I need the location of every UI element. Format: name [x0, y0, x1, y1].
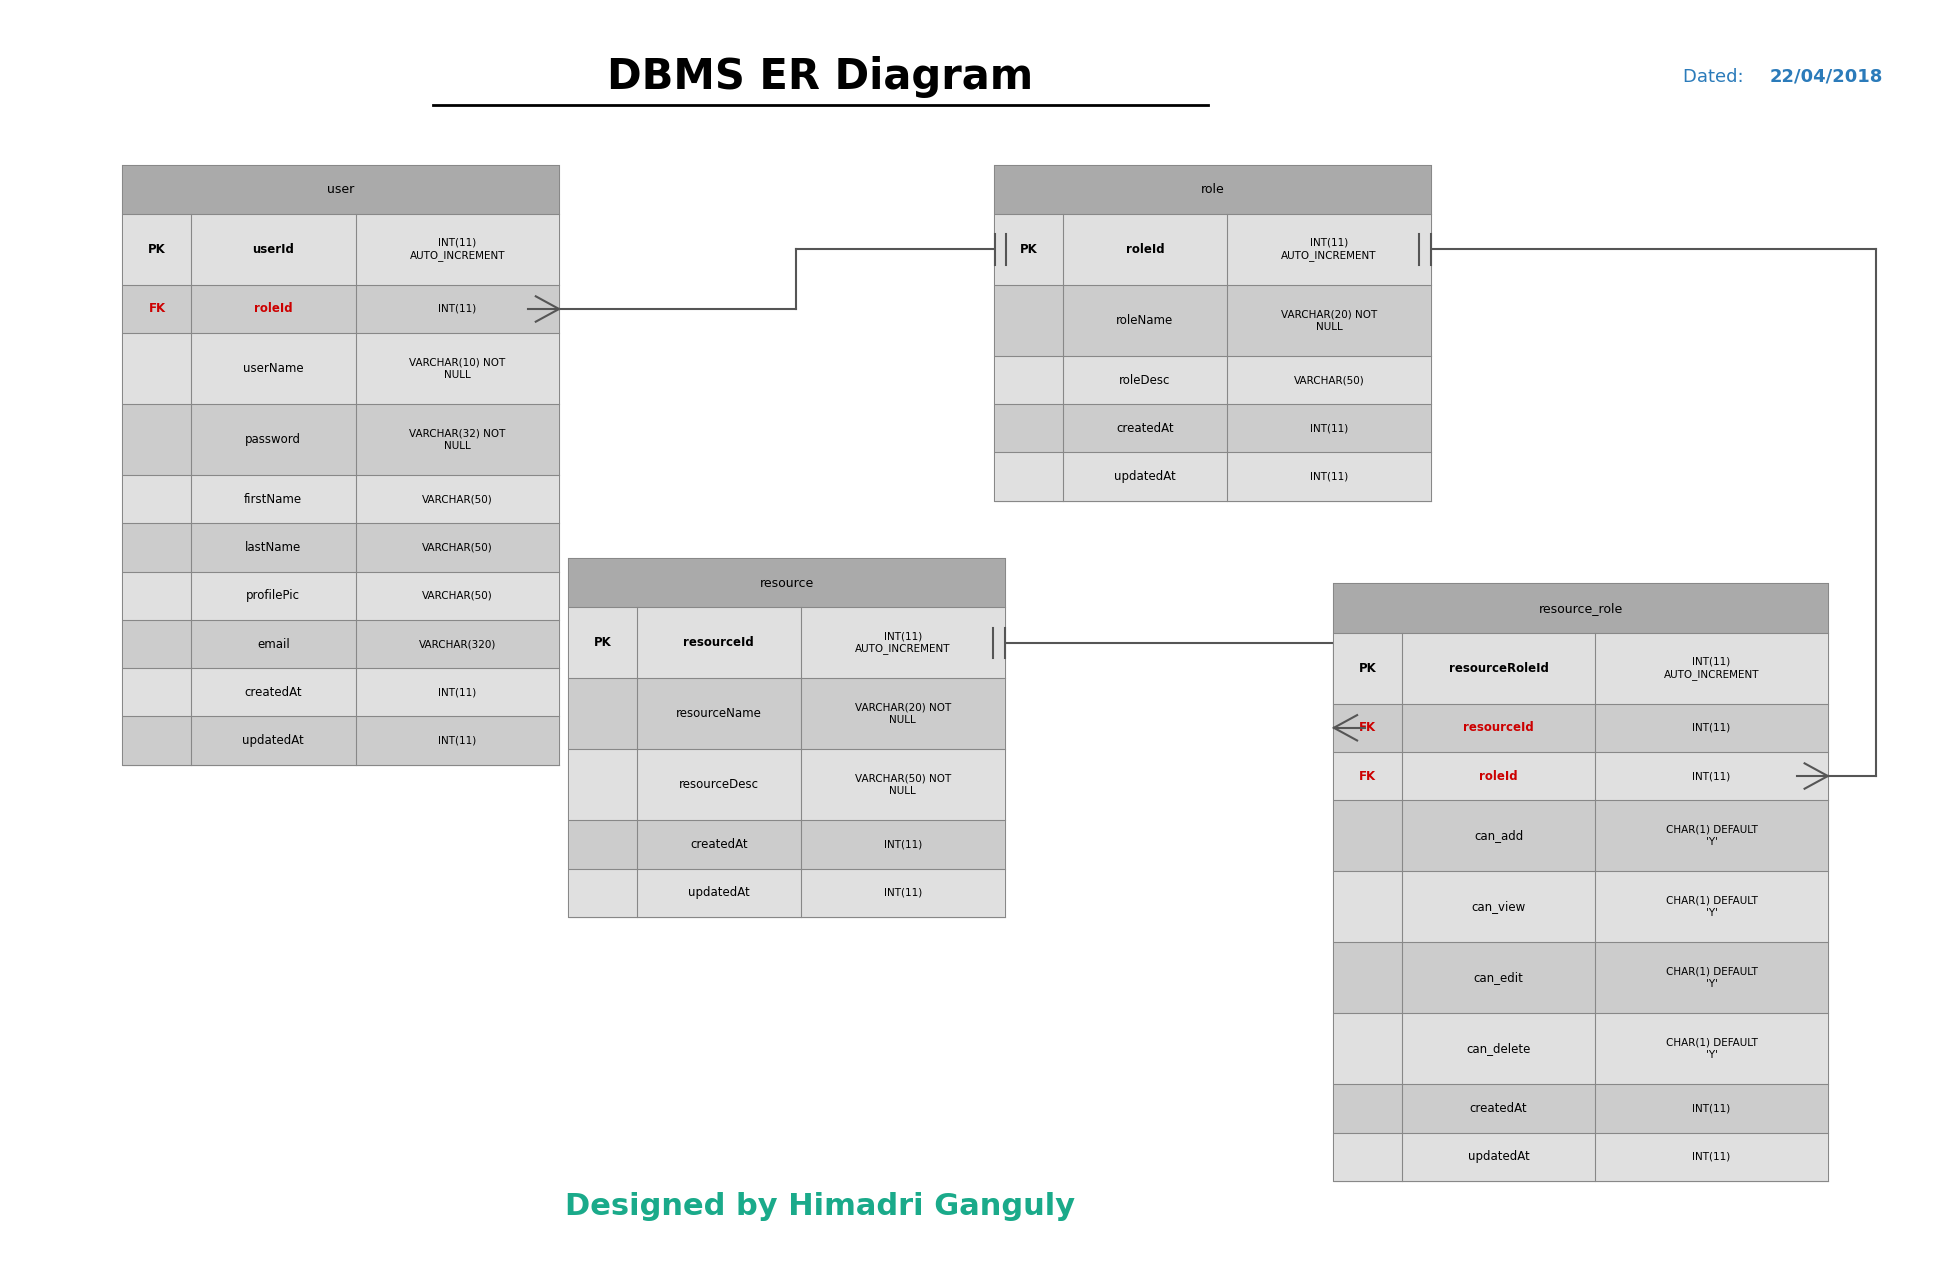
Bar — [1334, 633, 1828, 703]
Text: createdAt: createdAt — [1116, 422, 1175, 435]
Text: INT(11): INT(11) — [1692, 1103, 1731, 1114]
Text: VARCHAR(50): VARCHAR(50) — [421, 543, 494, 553]
Text: VARCHAR(50): VARCHAR(50) — [421, 494, 494, 504]
Text: resource: resource — [759, 576, 814, 590]
Text: FK: FK — [148, 303, 166, 316]
Text: updatedAt: updatedAt — [1467, 1151, 1530, 1164]
Text: INT(11): INT(11) — [884, 888, 923, 898]
Bar — [568, 559, 1005, 607]
Bar — [995, 355, 1430, 404]
Text: userId: userId — [252, 242, 295, 255]
Bar — [568, 559, 1005, 917]
Text: profilePic: profilePic — [246, 589, 300, 602]
Bar — [1334, 752, 1828, 801]
Text: VARCHAR(20) NOT
NULL: VARCHAR(20) NOT NULL — [855, 703, 950, 725]
Text: INT(11): INT(11) — [439, 688, 476, 697]
Text: INT(11): INT(11) — [1692, 1152, 1731, 1162]
Text: VARCHAR(10) NOT
NULL: VARCHAR(10) NOT NULL — [410, 358, 505, 380]
Text: roleId: roleId — [254, 303, 293, 316]
Text: resourceId: resourceId — [683, 636, 755, 649]
Bar — [1334, 1084, 1828, 1133]
Text: CHAR(1) DEFAULT
'Y': CHAR(1) DEFAULT 'Y' — [1666, 1038, 1758, 1060]
Bar — [1334, 1133, 1828, 1180]
Text: INT(11): INT(11) — [1692, 771, 1731, 781]
Text: can_delete: can_delete — [1467, 1042, 1532, 1056]
Bar — [1334, 584, 1828, 633]
Text: userName: userName — [244, 362, 304, 375]
Text: can_edit: can_edit — [1473, 971, 1524, 984]
Text: VARCHAR(50): VARCHAR(50) — [421, 590, 494, 600]
Bar — [568, 679, 1005, 749]
Text: roleName: roleName — [1116, 314, 1175, 327]
Bar — [995, 453, 1430, 500]
Text: DBMS ER Diagram: DBMS ER Diagram — [607, 55, 1034, 98]
Text: CHAR(1) DEFAULT
'Y': CHAR(1) DEFAULT 'Y' — [1666, 825, 1758, 847]
Bar — [1334, 1014, 1828, 1084]
Text: INT(11): INT(11) — [439, 735, 476, 745]
Text: firstName: firstName — [244, 493, 302, 506]
Text: updatedAt: updatedAt — [1114, 470, 1176, 482]
Bar — [568, 820, 1005, 869]
Bar — [123, 716, 560, 765]
Text: resourceDesc: resourceDesc — [679, 779, 759, 792]
Bar — [995, 166, 1430, 500]
Bar — [123, 523, 560, 572]
Text: VARCHAR(50): VARCHAR(50) — [1294, 375, 1364, 385]
Text: VARCHAR(50) NOT
NULL: VARCHAR(50) NOT NULL — [855, 774, 950, 797]
Bar — [123, 334, 560, 404]
Text: roleId: roleId — [1479, 770, 1518, 783]
Bar — [123, 214, 560, 285]
Text: 22/04/2018: 22/04/2018 — [1770, 68, 1883, 86]
Text: INT(11)
AUTO_INCREMENT: INT(11) AUTO_INCREMENT — [410, 237, 505, 260]
Text: CHAR(1) DEFAULT
'Y': CHAR(1) DEFAULT 'Y' — [1666, 966, 1758, 989]
Bar — [995, 285, 1430, 355]
Bar — [123, 668, 560, 716]
Bar — [123, 475, 560, 523]
Text: FK: FK — [1360, 770, 1375, 783]
Bar — [123, 572, 560, 620]
Bar — [568, 607, 1005, 679]
Text: updatedAt: updatedAt — [689, 887, 749, 899]
Text: createdAt: createdAt — [244, 686, 302, 699]
Bar — [568, 749, 1005, 820]
Text: updatedAt: updatedAt — [242, 734, 304, 747]
Text: can_view: can_view — [1471, 901, 1526, 913]
Bar — [1334, 801, 1828, 871]
Text: CHAR(1) DEFAULT
'Y': CHAR(1) DEFAULT 'Y' — [1666, 896, 1758, 917]
Bar — [1334, 703, 1828, 752]
Text: PK: PK — [593, 636, 611, 649]
Text: INT(11): INT(11) — [1692, 722, 1731, 733]
Text: PK: PK — [1020, 242, 1038, 255]
Text: INT(11)
AUTO_INCREMENT: INT(11) AUTO_INCREMENT — [855, 631, 950, 654]
Text: email: email — [258, 638, 289, 650]
Bar — [123, 285, 560, 334]
Bar — [1334, 584, 1828, 1180]
Bar — [123, 166, 560, 765]
Text: VARCHAR(32) NOT
NULL: VARCHAR(32) NOT NULL — [410, 429, 505, 450]
Text: VARCHAR(320): VARCHAR(320) — [419, 639, 496, 649]
Text: user: user — [328, 183, 355, 196]
Bar — [123, 404, 560, 475]
Bar — [995, 214, 1430, 285]
Text: lastName: lastName — [246, 541, 300, 554]
Text: INT(11): INT(11) — [1309, 472, 1348, 481]
Text: roleId: roleId — [1126, 242, 1165, 255]
Text: createdAt: createdAt — [691, 838, 747, 851]
Bar — [568, 869, 1005, 917]
Text: VARCHAR(20) NOT
NULL: VARCHAR(20) NOT NULL — [1282, 309, 1377, 331]
Text: resourceRoleId: resourceRoleId — [1448, 662, 1549, 675]
Text: Designed by Himadri Ganguly: Designed by Himadri Ganguly — [566, 1192, 1075, 1220]
Text: FK: FK — [1360, 721, 1375, 734]
Text: role: role — [1202, 183, 1225, 196]
Text: INT(11)
AUTO_INCREMENT: INT(11) AUTO_INCREMENT — [1664, 657, 1760, 680]
Text: createdAt: createdAt — [1469, 1102, 1528, 1115]
Bar — [1334, 871, 1828, 942]
Bar — [123, 166, 560, 214]
Text: PK: PK — [1360, 662, 1377, 675]
Text: resourceName: resourceName — [675, 707, 761, 720]
Text: INT(11): INT(11) — [439, 304, 476, 314]
Bar — [995, 404, 1430, 453]
Text: PK: PK — [148, 242, 166, 255]
Text: can_add: can_add — [1473, 829, 1524, 842]
Bar — [123, 620, 560, 668]
